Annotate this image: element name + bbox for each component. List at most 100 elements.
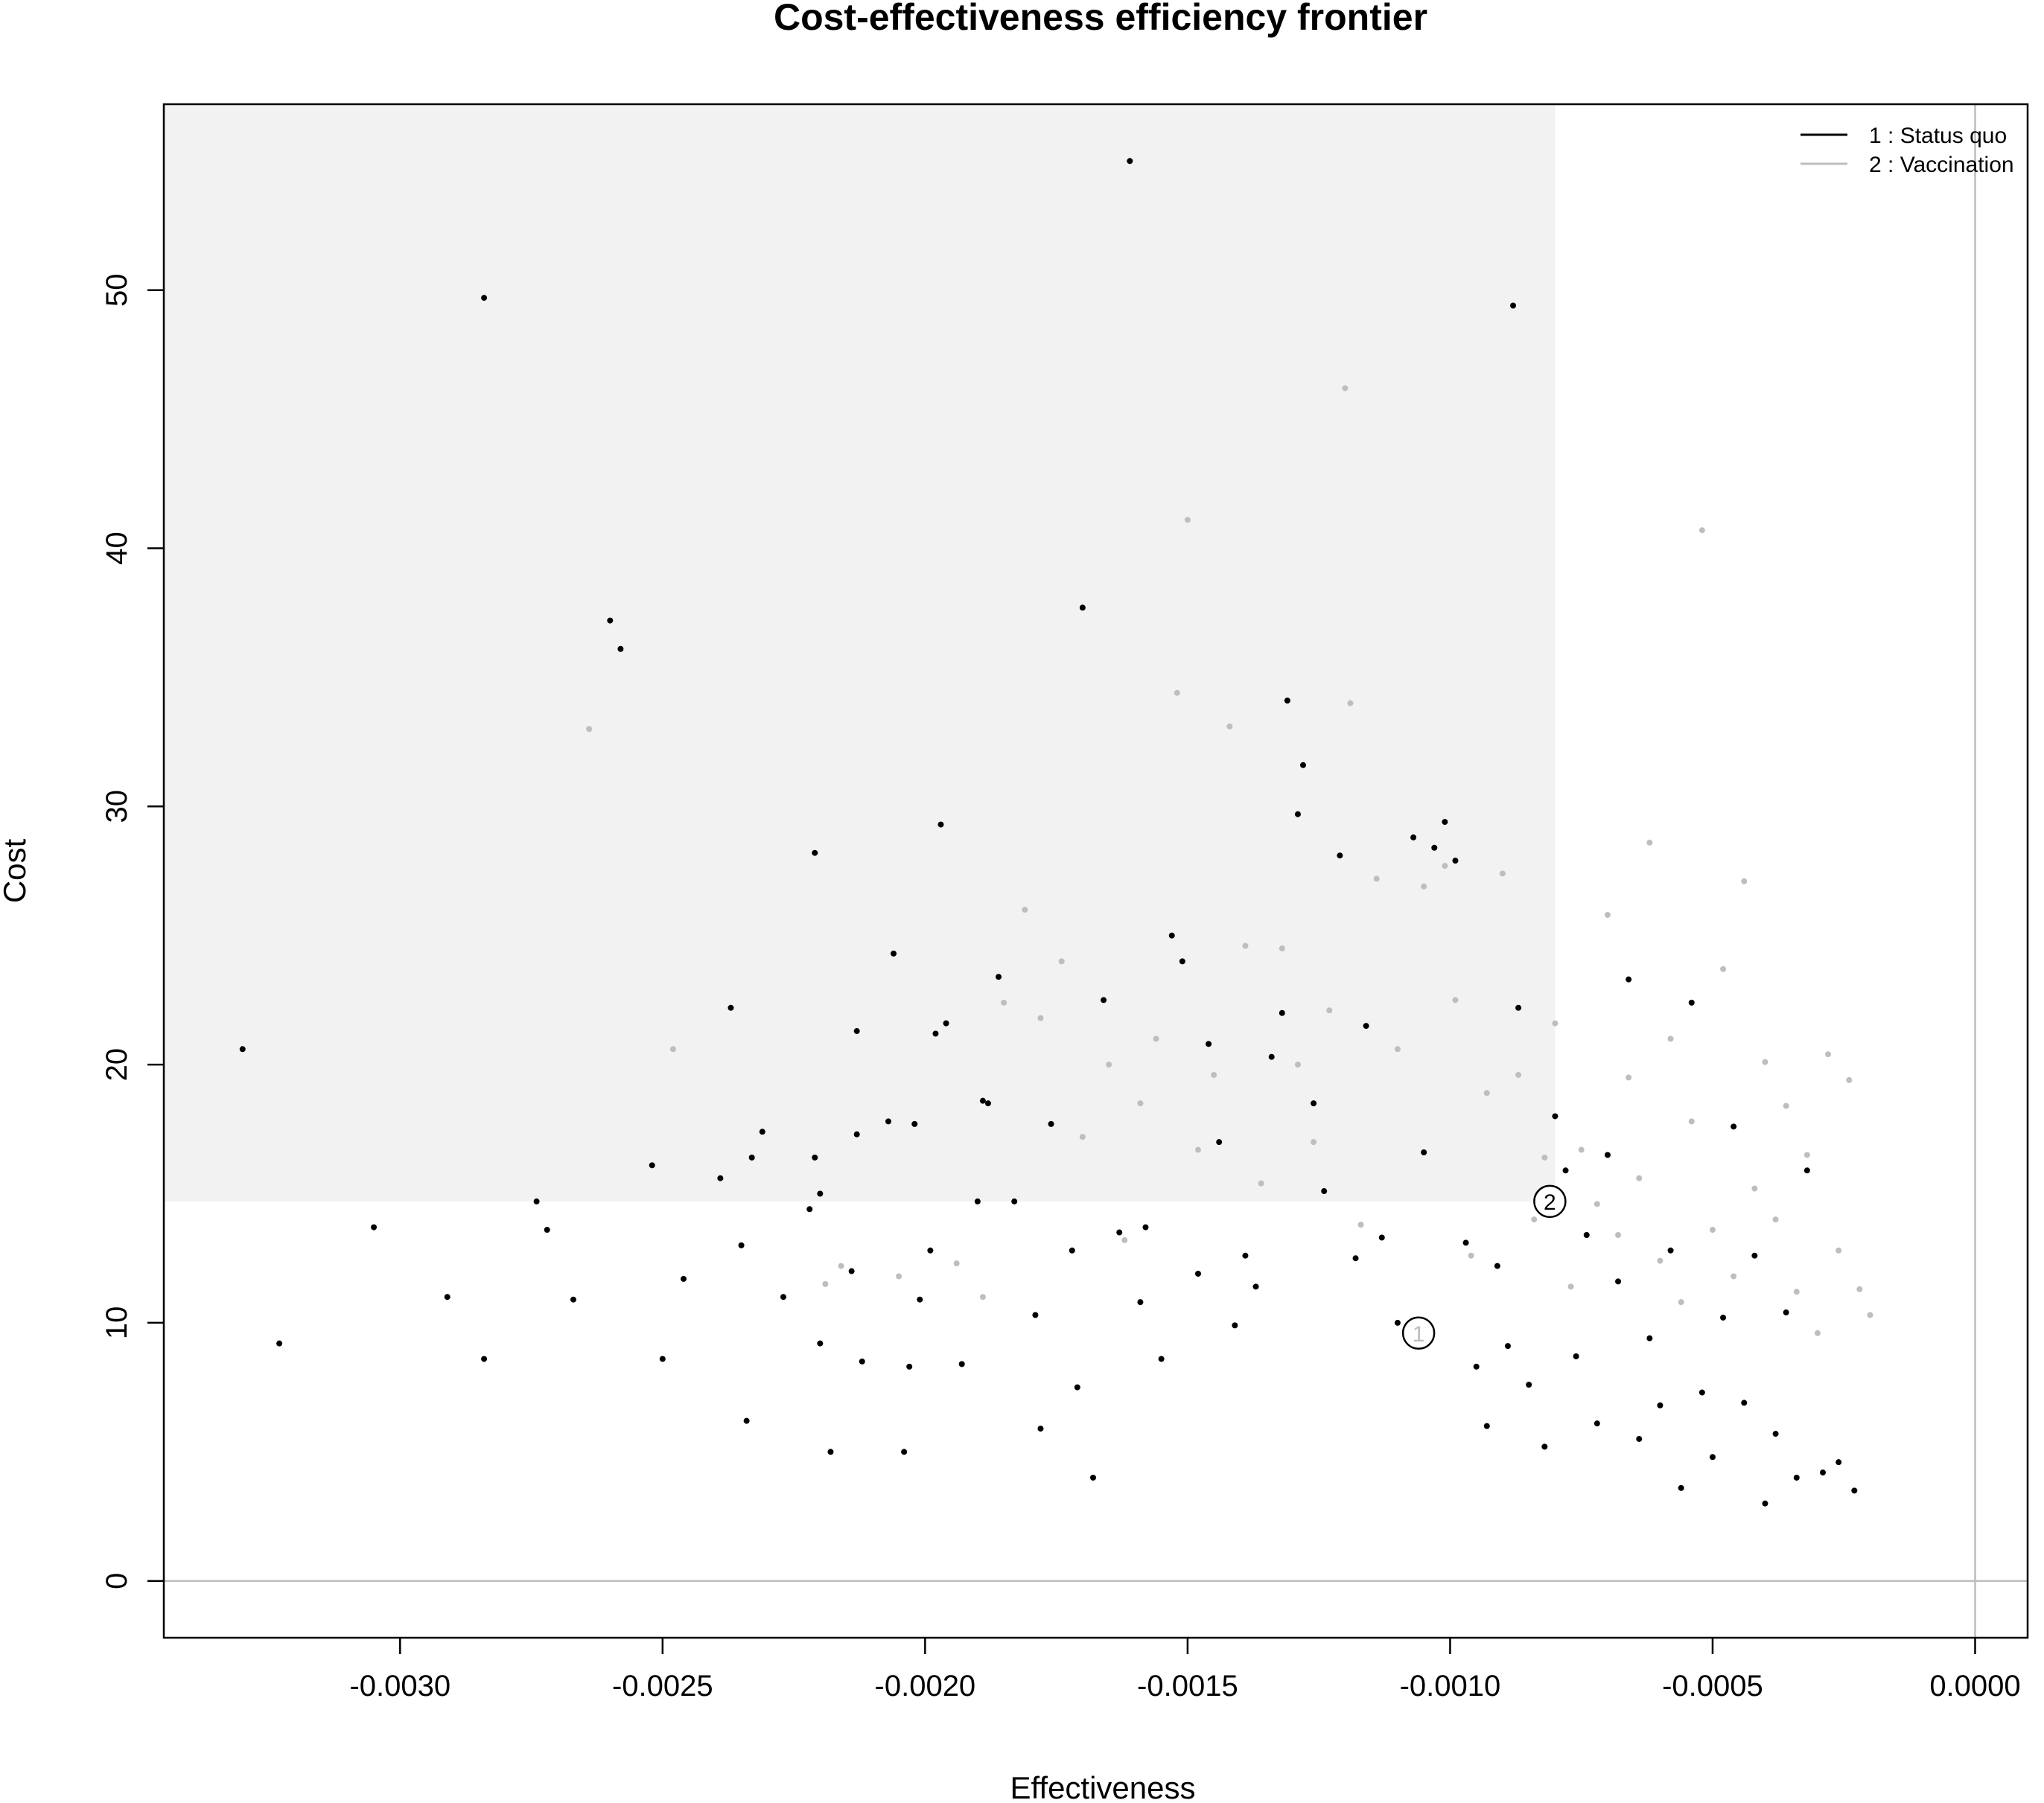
y-axis-label: Cost <box>0 838 32 903</box>
vaccination-point <box>1626 1074 1632 1081</box>
status-quo-point <box>1473 1363 1480 1370</box>
status-quo-point <box>1820 1469 1827 1476</box>
vaccination-point <box>1772 1216 1779 1223</box>
status-quo-point <box>1069 1247 1075 1254</box>
vaccination-point <box>1194 1146 1201 1153</box>
status-quo-point <box>848 1268 855 1274</box>
status-quo-point <box>1452 858 1459 864</box>
vaccination-point <box>1636 1175 1643 1181</box>
status-quo-point <box>1079 604 1086 611</box>
status-quo-point <box>1772 1431 1779 1437</box>
y-tick-label: 30 <box>101 790 133 823</box>
vaccination-point <box>1347 700 1354 706</box>
status-quo-point <box>906 1363 913 1370</box>
vaccination-point <box>1646 839 1653 846</box>
status-quo-point <box>885 1118 891 1125</box>
status-quo-point <box>1142 1224 1149 1231</box>
status-quo-point <box>1615 1278 1622 1285</box>
vaccination-point <box>1294 1062 1301 1068</box>
vaccination-point <box>1311 1139 1317 1146</box>
status-quo-point <box>738 1242 745 1248</box>
status-quo-point <box>817 1340 824 1347</box>
status-quo-point <box>932 1030 939 1037</box>
status-quo-point <box>853 1028 860 1035</box>
vaccination-point <box>1552 1020 1559 1027</box>
status-quo-point <box>1074 1384 1080 1391</box>
plot-frame <box>162 103 2029 1639</box>
chart-title: Cost-effectiveness efficiency frontier <box>774 0 1427 38</box>
status-quo-point <box>901 1449 908 1455</box>
vaccination-point <box>1615 1231 1622 1238</box>
status-quo-point <box>911 1120 918 1127</box>
status-quo-point <box>917 1296 923 1303</box>
mean-label-1: 1 <box>1413 1322 1425 1347</box>
vaccination-point <box>1137 1100 1144 1107</box>
status-quo-point <box>570 1296 576 1303</box>
status-quo-point <box>1394 1319 1401 1326</box>
vaccination-point <box>838 1263 844 1269</box>
status-quo-point <box>681 1275 687 1282</box>
x-tick-label: -0.0030 <box>349 1670 450 1703</box>
status-quo-point <box>1431 844 1438 851</box>
status-quo-point <box>812 1154 818 1161</box>
status-quo-point <box>1232 1322 1238 1329</box>
vaccination-point <box>1184 517 1191 523</box>
status-quo-point <box>984 1100 991 1107</box>
status-quo-point <box>1483 1423 1490 1429</box>
status-quo-point <box>853 1131 860 1137</box>
vaccination-point <box>1803 1152 1810 1158</box>
status-quo-point <box>1168 932 1175 939</box>
status-quo-point <box>1720 1314 1727 1321</box>
vaccination-point <box>1211 1071 1217 1078</box>
dominance-region <box>164 104 1556 1202</box>
x-tick-label: -0.0010 <box>1400 1670 1501 1703</box>
status-quo-point <box>1363 1023 1369 1030</box>
status-quo-point <box>1421 1149 1427 1156</box>
vaccination-point <box>822 1280 829 1287</box>
status-quo-point <box>617 645 624 652</box>
status-quo-point <box>481 1356 488 1362</box>
status-quo-point <box>1594 1420 1600 1427</box>
status-quo-point <box>1731 1123 1737 1130</box>
vaccination-point <box>1121 1236 1128 1243</box>
status-quo-point <box>1352 1255 1359 1262</box>
status-quo-point <box>1646 1335 1653 1341</box>
status-quo-point <box>1762 1500 1768 1507</box>
vaccination-point <box>1326 1007 1333 1014</box>
status-quo-point <box>1803 1167 1810 1174</box>
status-quo-point <box>1242 1252 1249 1259</box>
vaccination-point <box>1226 723 1233 730</box>
vaccination-point <box>1657 1257 1663 1264</box>
status-quo-point <box>1127 158 1133 165</box>
mean-label-2: 2 <box>1544 1190 1556 1215</box>
status-quo-point <box>1378 1234 1385 1241</box>
vaccination-point <box>1688 1118 1695 1125</box>
vaccination-point <box>979 1294 986 1301</box>
vaccination-point <box>1867 1312 1873 1318</box>
vaccination-point <box>1793 1289 1800 1295</box>
status-quo-point <box>481 295 488 301</box>
status-quo-point <box>1311 1100 1317 1107</box>
status-quo-point <box>1783 1309 1789 1316</box>
status-quo-point <box>276 1340 283 1347</box>
vaccination-point <box>1531 1216 1538 1223</box>
vaccination-point <box>1814 1330 1821 1336</box>
vaccination-point <box>1468 1252 1474 1259</box>
vaccination-point <box>1499 870 1506 877</box>
vaccination-point <box>1258 1180 1264 1187</box>
status-quo-point <box>1573 1353 1579 1359</box>
status-quo-point <box>996 974 1002 980</box>
vaccination-point <box>953 1260 960 1267</box>
vaccination-point <box>1421 883 1427 890</box>
status-quo-point <box>649 1162 655 1169</box>
status-quo-point <box>1688 999 1695 1006</box>
vaccination-point <box>1001 999 1007 1006</box>
status-quo-point <box>1510 302 1517 309</box>
x-axis: -0.0030 -0.0025 -0.0020 -0.0015 -0.0010 -0.00… <box>349 1638 2021 1703</box>
vaccination-point <box>1762 1059 1768 1065</box>
status-quo-point <box>1011 1198 1018 1204</box>
status-quo-point <box>1494 1263 1500 1269</box>
vaccination-point <box>896 1273 902 1280</box>
y-tick-label: 50 <box>101 273 133 307</box>
